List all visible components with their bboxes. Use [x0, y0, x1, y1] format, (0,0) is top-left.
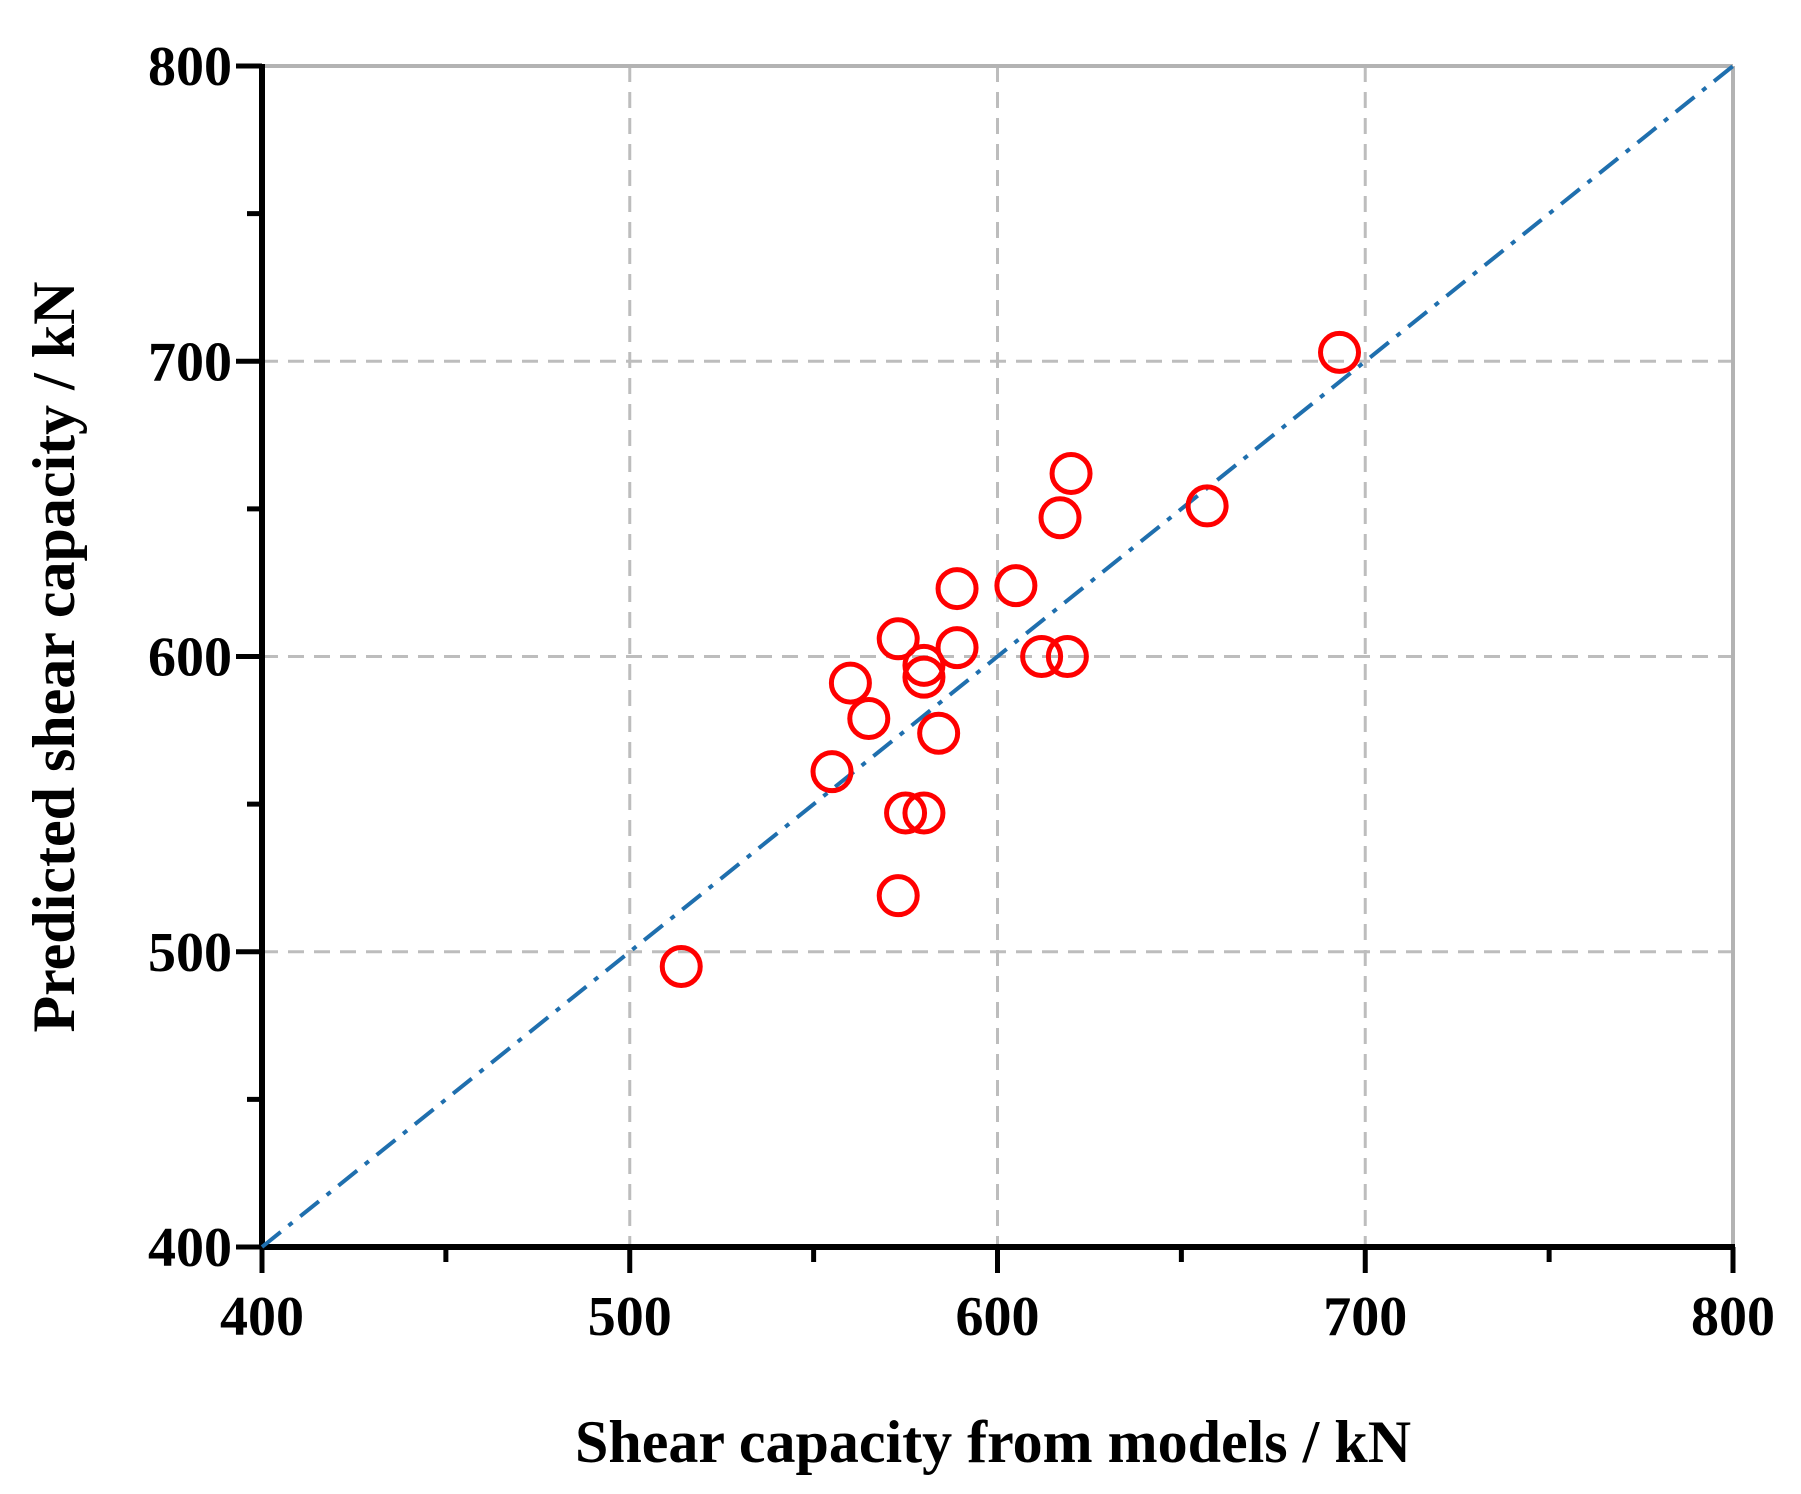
- data-point: [902, 791, 946, 835]
- y-tick-label: 600: [148, 627, 232, 689]
- data-point: [876, 617, 920, 661]
- x-tick-label: 400: [220, 1286, 304, 1348]
- x-tick-labels: 400 500 600 700 800: [220, 1286, 1775, 1348]
- data-point: [935, 626, 979, 670]
- y-tick-label: 500: [148, 922, 232, 984]
- x-tick-label: 700: [1323, 1286, 1407, 1348]
- x-axis-title: Shear capacity from models / kN: [575, 1409, 1411, 1475]
- data-point: [1185, 484, 1229, 528]
- data-point: [884, 791, 928, 835]
- axes: [236, 63, 1736, 1273]
- data-points: [659, 330, 1362, 989]
- reference-line: [260, 64, 1735, 1249]
- data-point: [1045, 635, 1089, 678]
- data-point: [847, 697, 891, 741]
- data-point: [917, 711, 961, 755]
- x-tick-label: 500: [588, 1286, 672, 1348]
- plot-frame: [262, 64, 1735, 1247]
- data-point: [1038, 496, 1082, 540]
- x-tick-label: 800: [1691, 1286, 1775, 1348]
- data-point: [902, 655, 946, 699]
- data-point: [1318, 330, 1362, 374]
- x-tick-label: 600: [956, 1286, 1040, 1348]
- data-point: [902, 643, 946, 687]
- reference-line-group: [260, 64, 1735, 1249]
- data-point: [994, 564, 1038, 608]
- data-point: [828, 661, 872, 705]
- y-tick-label: 400: [148, 1217, 232, 1279]
- data-point: [876, 874, 920, 918]
- data-point: [1049, 451, 1093, 495]
- data-point: [1020, 635, 1064, 678]
- y-tick-label: 800: [148, 36, 232, 98]
- data-point: [659, 945, 703, 989]
- y-axis-title: Predicted shear capacity / kN: [21, 281, 87, 1032]
- y-tick-label: 700: [148, 331, 232, 393]
- data-point: [935, 567, 979, 611]
- data-point: [810, 750, 854, 794]
- y-tick-labels: 400 500 600 700 800: [148, 36, 232, 1279]
